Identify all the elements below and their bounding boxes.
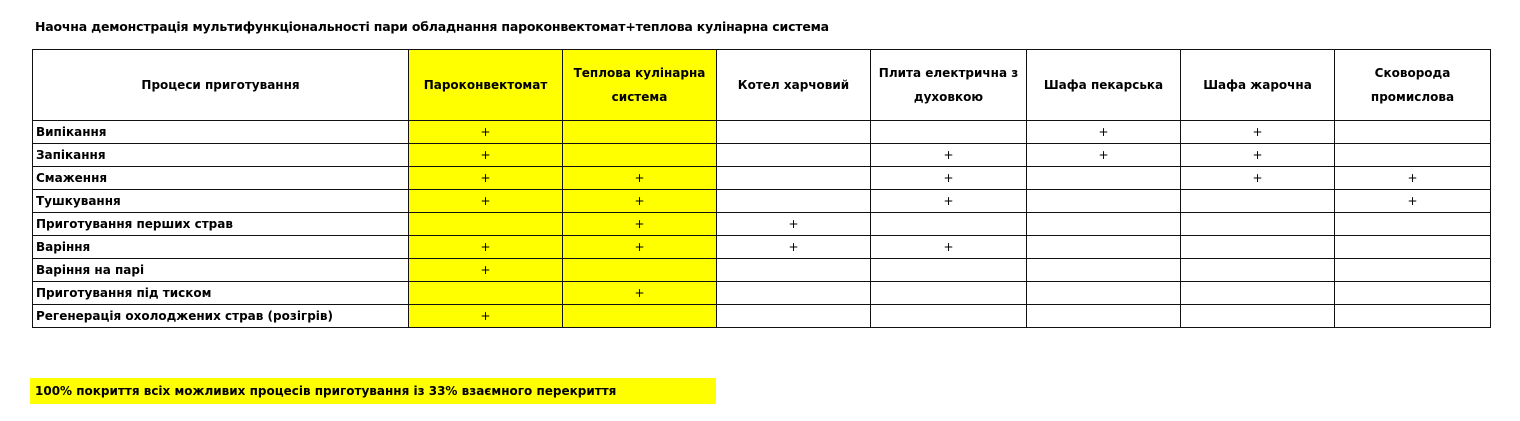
capability-cell — [716, 304, 871, 328]
table-row: Запікання + + + + — [32, 143, 1491, 167]
capability-cell: + — [1180, 143, 1335, 167]
table-row: Регенерація охолоджених страв (розігрів)… — [32, 304, 1491, 328]
capability-cell — [1180, 281, 1335, 305]
capability-cell: + — [716, 212, 871, 236]
capability-cell — [1334, 304, 1491, 328]
capability-cell: + — [562, 212, 717, 236]
capability-cell — [716, 189, 871, 213]
capability-cell — [1334, 212, 1491, 236]
capability-cell: + — [870, 235, 1027, 259]
process-name: Приготування під тиском — [32, 281, 409, 305]
capability-cell: + — [716, 235, 871, 259]
capability-cell: + — [408, 143, 563, 167]
capability-cell — [1026, 166, 1181, 190]
equipment-process-table: Процеси приготування Пароконвектомат Тепло… — [32, 49, 1491, 328]
capability-cell: + — [870, 143, 1027, 167]
column-header: Шафа пекарська — [1026, 49, 1181, 121]
capability-cell — [1180, 258, 1335, 282]
capability-cell — [1180, 189, 1335, 213]
table-row: Приготування під тиском + — [32, 281, 1491, 305]
capability-cell — [716, 281, 871, 305]
capability-cell — [1334, 235, 1491, 259]
capability-cell — [408, 212, 563, 236]
process-name: Запікання — [32, 143, 409, 167]
capability-cell: + — [408, 166, 563, 190]
capability-cell: + — [870, 166, 1027, 190]
process-name: Приготування перших страв — [32, 212, 409, 236]
capability-cell: + — [1180, 166, 1335, 190]
capability-cell: + — [562, 189, 717, 213]
document-title: Наочна демонстрація мультифункціональнос… — [35, 19, 829, 34]
capability-cell: + — [1026, 143, 1181, 167]
capability-cell — [1334, 143, 1491, 167]
capability-cell — [870, 120, 1027, 144]
column-header: Шафа жарочна — [1180, 49, 1335, 121]
table-row: Варіння + + + + — [32, 235, 1491, 259]
capability-cell: + — [562, 281, 717, 305]
capability-cell: + — [408, 258, 563, 282]
column-header: Пароконвектомат — [408, 49, 563, 121]
capability-cell — [870, 258, 1027, 282]
capability-cell — [562, 304, 717, 328]
process-name: Тушкування — [32, 189, 409, 213]
capability-cell — [870, 281, 1027, 305]
capability-cell — [1026, 304, 1181, 328]
capability-cell: + — [562, 235, 717, 259]
capability-cell — [716, 166, 871, 190]
capability-cell — [1180, 212, 1335, 236]
coverage-note: 100% покриття всіх можливих процесів при… — [30, 378, 716, 404]
process-name: Варіння на парі — [32, 258, 409, 282]
capability-cell — [408, 281, 563, 305]
capability-cell — [1334, 281, 1491, 305]
table-row: Тушкування + + + + — [32, 189, 1491, 213]
capability-cell — [870, 212, 1027, 236]
capability-cell — [716, 120, 871, 144]
capability-cell — [1026, 212, 1181, 236]
column-header: Котел харчовий — [716, 49, 871, 121]
capability-cell: + — [408, 235, 563, 259]
capability-cell: + — [408, 304, 563, 328]
table-row: Варіння на парі + — [32, 258, 1491, 282]
capability-cell — [1180, 304, 1335, 328]
capability-cell — [1026, 258, 1181, 282]
table-row: Смаження + + + + + — [32, 166, 1491, 190]
capability-cell: + — [1334, 166, 1491, 190]
column-header: Теплова кулінарна система — [562, 49, 717, 121]
column-header: Процеси приготування — [32, 49, 409, 121]
process-name: Регенерація охолоджених страв (розігрів) — [32, 304, 409, 328]
capability-cell — [562, 143, 717, 167]
table-row: Приготування перших страв + + — [32, 212, 1491, 236]
table-header-row: Процеси приготування Пароконвектомат Тепло… — [32, 49, 1491, 121]
capability-cell — [562, 258, 717, 282]
capability-cell — [1026, 189, 1181, 213]
table-row: Випікання + + + — [32, 120, 1491, 144]
capability-cell — [562, 120, 717, 144]
capability-cell — [716, 258, 871, 282]
capability-cell: + — [1026, 120, 1181, 144]
capability-cell — [1026, 235, 1181, 259]
process-name: Смаження — [32, 166, 409, 190]
capability-cell: + — [408, 189, 563, 213]
capability-cell — [1334, 120, 1491, 144]
process-name: Випікання — [32, 120, 409, 144]
capability-cell: + — [870, 189, 1027, 213]
column-header: Сковорода промислова — [1334, 49, 1491, 121]
capability-cell: + — [562, 166, 717, 190]
capability-cell — [1180, 235, 1335, 259]
capability-cell — [1334, 258, 1491, 282]
capability-cell — [1026, 281, 1181, 305]
capability-cell: + — [1180, 120, 1335, 144]
column-header: Плита електрична з духовкою — [870, 49, 1027, 121]
capability-cell: + — [408, 120, 563, 144]
process-name: Варіння — [32, 235, 409, 259]
capability-cell — [870, 304, 1027, 328]
capability-cell — [716, 143, 871, 167]
capability-cell: + — [1334, 189, 1491, 213]
